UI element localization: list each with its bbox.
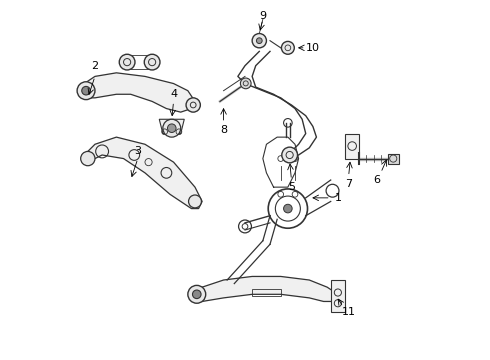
Circle shape xyxy=(281,41,294,54)
Text: 8: 8 xyxy=(220,125,227,135)
Circle shape xyxy=(241,78,251,89)
Circle shape xyxy=(82,86,90,95)
Text: 7: 7 xyxy=(345,179,352,189)
Circle shape xyxy=(119,54,135,70)
Polygon shape xyxy=(192,276,338,301)
Circle shape xyxy=(77,82,95,100)
Circle shape xyxy=(81,152,95,166)
Text: 2: 2 xyxy=(92,61,98,71)
Text: 6: 6 xyxy=(374,175,381,185)
Circle shape xyxy=(163,119,181,137)
Polygon shape xyxy=(159,119,184,134)
Polygon shape xyxy=(388,154,398,163)
Circle shape xyxy=(252,33,267,48)
Text: 5: 5 xyxy=(288,182,295,192)
Text: 11: 11 xyxy=(342,307,356,317)
Polygon shape xyxy=(331,280,345,312)
Text: 1: 1 xyxy=(334,193,342,203)
Circle shape xyxy=(168,124,176,132)
Circle shape xyxy=(189,195,201,208)
Polygon shape xyxy=(84,73,195,112)
Circle shape xyxy=(282,147,297,163)
Text: 10: 10 xyxy=(306,43,320,53)
Circle shape xyxy=(284,204,292,213)
Text: 3: 3 xyxy=(134,147,141,157)
Circle shape xyxy=(188,285,206,303)
Text: 4: 4 xyxy=(170,89,177,99)
Polygon shape xyxy=(84,137,202,208)
Circle shape xyxy=(144,54,160,70)
Polygon shape xyxy=(345,134,359,158)
Circle shape xyxy=(256,38,262,44)
Circle shape xyxy=(193,290,201,298)
Text: 9: 9 xyxy=(259,11,267,21)
Circle shape xyxy=(186,98,200,112)
